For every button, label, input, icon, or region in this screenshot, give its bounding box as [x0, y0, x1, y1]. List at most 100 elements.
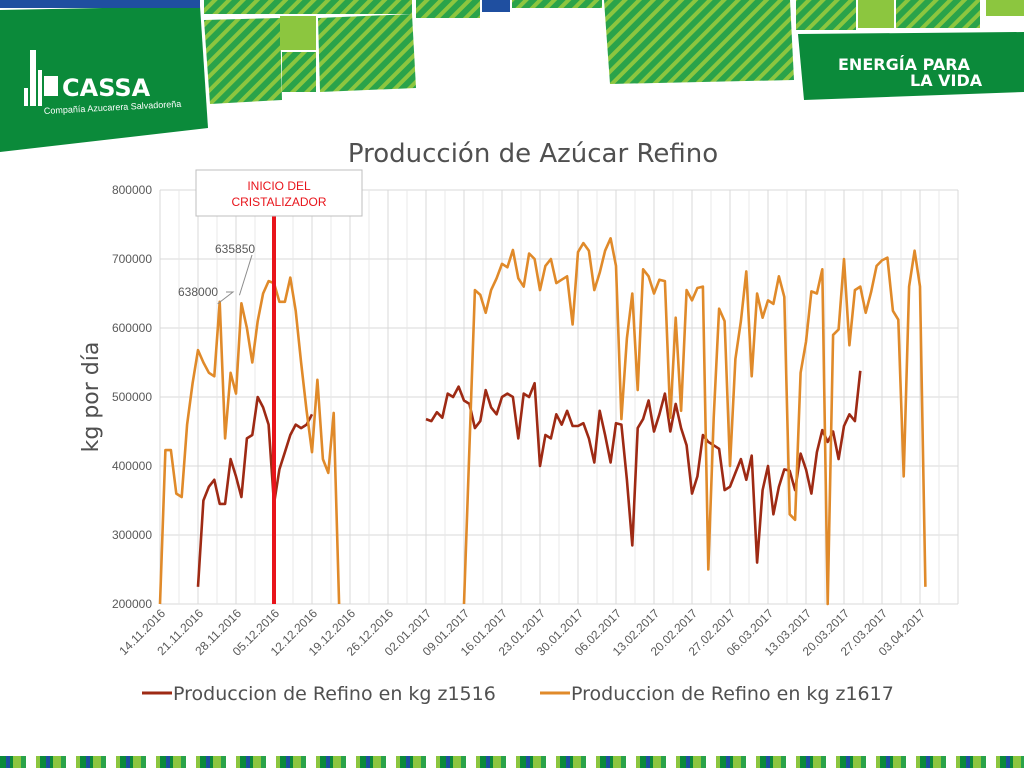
footer-stripe	[549, 756, 556, 768]
footer-stripe	[120, 756, 126, 768]
slogan-line-2: LA VIDA	[910, 71, 983, 90]
footer-stripe	[610, 756, 613, 768]
footer-stripe	[306, 756, 309, 768]
footer-stripe	[316, 756, 320, 768]
callout-label-1: 635850	[215, 242, 255, 256]
footer-stripe	[941, 756, 946, 768]
footer-stripe	[360, 756, 366, 768]
cassa-logo-icon	[24, 50, 58, 106]
footer-stripe	[741, 756, 746, 768]
footer-stripe	[186, 756, 189, 768]
series-line-z1516	[425, 370, 862, 564]
footer-stripe	[853, 756, 861, 768]
footer-stripe	[261, 756, 266, 768]
x-tick-labels: 14.11.201621.11.201628.11.201605.12.2016…	[116, 606, 928, 659]
footer-stripe	[410, 756, 413, 768]
footer-stripe	[749, 756, 756, 768]
footer-stripe	[469, 756, 476, 768]
footer-stripe	[653, 756, 661, 768]
footer-stripe	[156, 756, 160, 768]
footer-stripe	[573, 756, 581, 768]
y-axis-label: kg por día	[79, 342, 104, 453]
series-line-z1617	[158, 276, 341, 605]
footer-stripe	[286, 756, 290, 768]
footer-stripe	[581, 756, 586, 768]
footer-stripe	[109, 756, 116, 768]
footer-stripe	[589, 756, 596, 768]
footer-stripe	[661, 756, 666, 768]
footer-stripe	[629, 756, 636, 768]
footer-stripe	[236, 756, 240, 768]
footer-stripe	[676, 756, 680, 768]
footer-stripe	[90, 756, 93, 768]
footer-stripe	[386, 756, 389, 768]
footer-stripe	[533, 756, 541, 768]
footer-stripe	[21, 756, 26, 768]
logo-name: CASSA	[62, 74, 151, 102]
footer-stripe	[596, 756, 600, 768]
footer-stripe	[429, 756, 436, 768]
footer-stripe	[130, 756, 133, 768]
footer-stripe	[46, 756, 50, 768]
footer-stripe	[196, 756, 200, 768]
footer-stripe	[69, 756, 76, 768]
footer-stripe	[986, 756, 989, 768]
footer-stripe	[796, 756, 800, 768]
footer-stripe	[413, 756, 421, 768]
footer-stripe	[686, 756, 690, 768]
y-tick-label: 300000	[112, 528, 152, 542]
footer-stripe	[29, 756, 36, 768]
footer-stripe	[926, 756, 930, 768]
production-chart: Producción de Azúcar Refino kg por día 2…	[79, 139, 959, 705]
footer-stripe	[446, 756, 450, 768]
footer-stripe	[476, 756, 480, 768]
footer-stripe	[650, 756, 653, 768]
footer-stripe	[636, 756, 640, 768]
footer-stripe	[170, 756, 173, 768]
series-line-z1617	[462, 237, 927, 606]
footer-stripe	[706, 756, 709, 768]
footer-stripe	[606, 756, 610, 768]
footer-stripe	[690, 756, 693, 768]
footer-stripe	[746, 756, 749, 768]
footer-stripe	[330, 756, 333, 768]
footer-stripe	[930, 756, 933, 768]
footer-stripe	[400, 756, 406, 768]
footer-stripe	[381, 756, 386, 768]
footer-stripe	[126, 756, 130, 768]
footer-stripe	[709, 756, 716, 768]
y-tick-labels: 200000 300000 400000 500000 600000 700000 8000…	[112, 183, 152, 611]
footer-stripe	[840, 756, 846, 768]
legend-label-z1617: Produccion de Refino en kg z1617	[571, 683, 894, 705]
footer-stripe	[149, 756, 156, 768]
footer-stripe	[506, 756, 509, 768]
footer-stripe	[701, 756, 706, 768]
footer-stripe	[493, 756, 501, 768]
footer-stripe	[486, 756, 490, 768]
y-tick-label: 200000	[112, 597, 152, 611]
footer-stripe	[586, 756, 589, 768]
footer-stripe	[250, 756, 253, 768]
footer-stripe	[949, 756, 956, 768]
footer-stripe	[646, 756, 650, 768]
marker-label-box	[195, 169, 363, 217]
footer-stripe	[66, 756, 69, 768]
footer-stripe	[210, 756, 213, 768]
footer-stripe	[293, 756, 301, 768]
footer-stripe	[373, 756, 381, 768]
footer-stripe	[789, 756, 796, 768]
value-callouts: 635850 638000	[178, 242, 255, 305]
footer-stripe	[346, 756, 349, 768]
footer-stripe	[266, 756, 269, 768]
footer-stripe	[901, 756, 906, 768]
footer-stripe	[406, 756, 410, 768]
footer-stripe	[1000, 756, 1006, 768]
logo-panel	[0, 0, 208, 152]
footer-stripe	[906, 756, 909, 768]
footer-stripe	[680, 756, 686, 768]
footer-stripe	[0, 756, 6, 768]
footer-stripe	[786, 756, 789, 768]
footer-stripe	[526, 756, 530, 768]
footer-stripe	[133, 756, 141, 768]
footer-stripe	[621, 756, 626, 768]
